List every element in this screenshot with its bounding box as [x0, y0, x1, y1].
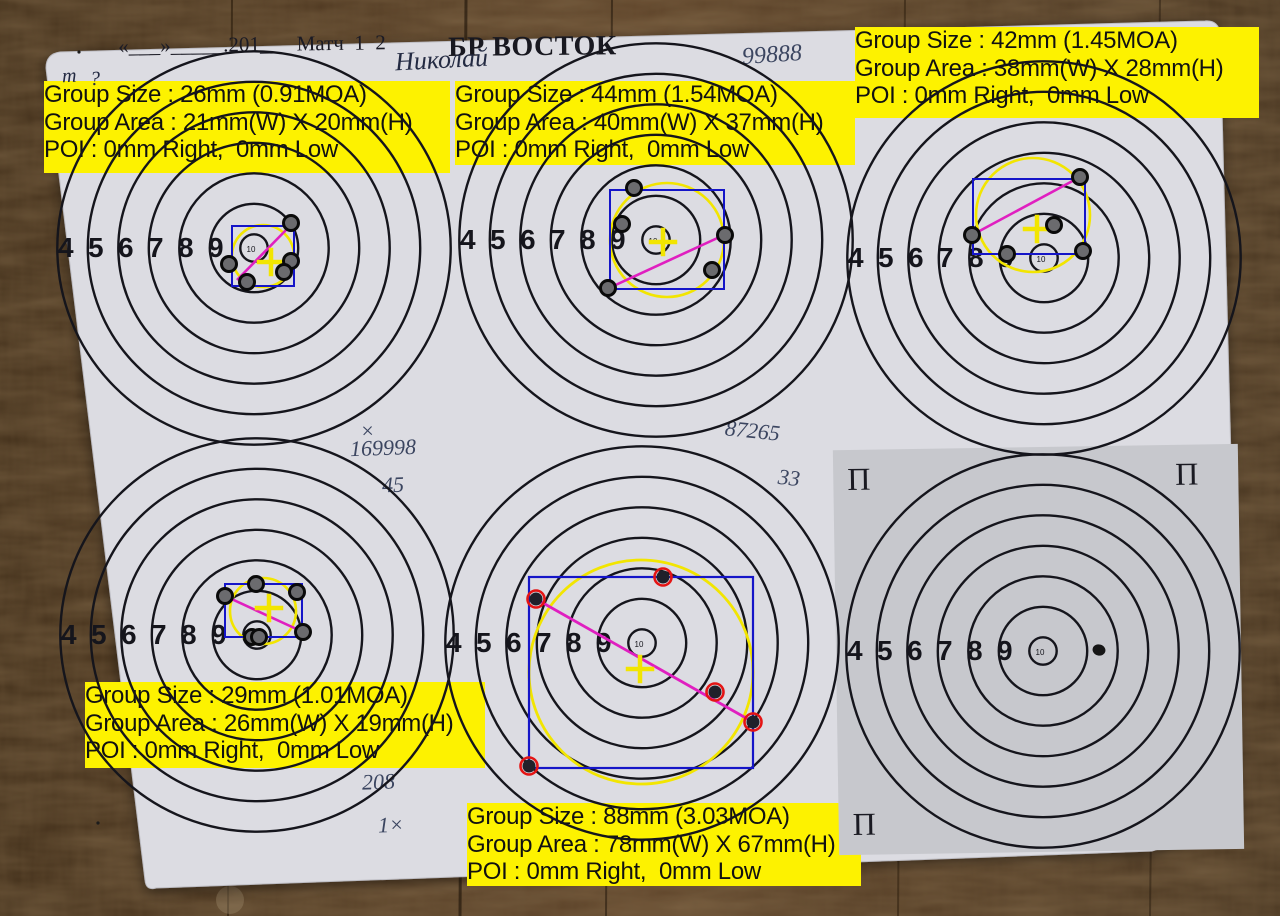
svg-text:П: П: [852, 806, 876, 842]
svg-text:П: П: [847, 461, 871, 497]
svg-text:П: П: [1175, 455, 1199, 491]
